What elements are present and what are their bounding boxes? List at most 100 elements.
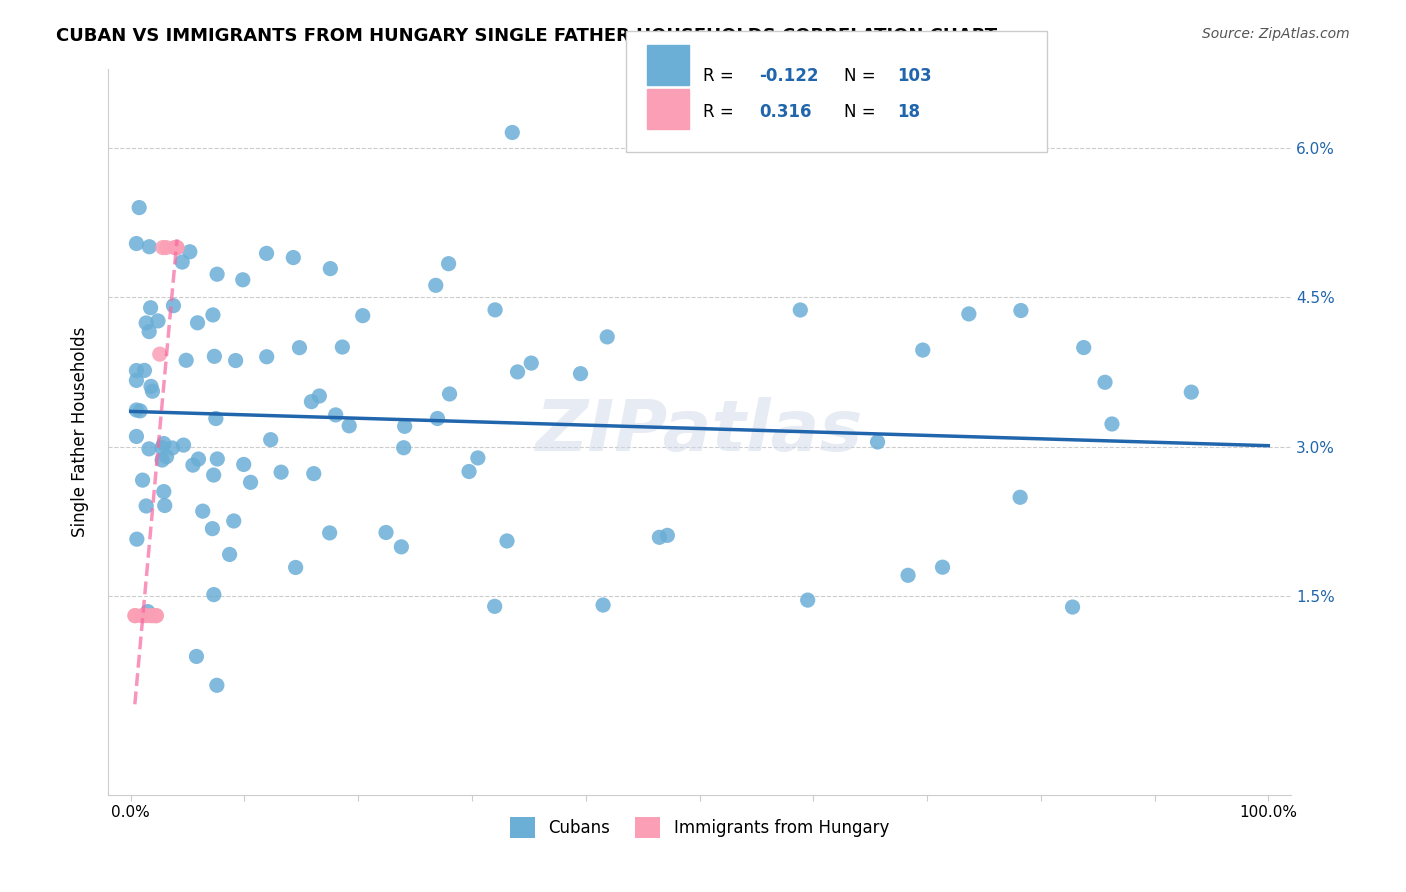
Cubans <box>218 548 240 562</box>
Text: -0.122: -0.122 <box>759 67 818 85</box>
Cubans <box>301 394 323 409</box>
Cubans <box>318 525 340 540</box>
Cubans <box>1010 303 1032 318</box>
Cubans <box>288 341 311 355</box>
Immigrants from Hungary <box>163 241 186 255</box>
Cubans <box>484 599 506 614</box>
Cubans <box>458 465 481 479</box>
Cubans <box>897 568 920 582</box>
Cubans <box>232 273 254 287</box>
Cubans <box>139 301 162 315</box>
Text: 103: 103 <box>897 67 932 85</box>
Cubans <box>484 302 506 317</box>
Cubans <box>337 418 360 433</box>
Cubans <box>150 453 173 467</box>
Cubans <box>1094 376 1116 390</box>
Cubans <box>128 201 150 215</box>
Cubans <box>931 560 953 574</box>
Immigrants from Hungary <box>124 608 146 623</box>
Immigrants from Hungary <box>142 608 165 623</box>
Cubans <box>125 363 148 377</box>
Cubans <box>256 350 278 364</box>
Cubans <box>202 588 225 602</box>
Text: ZIPatlas: ZIPatlas <box>536 397 863 467</box>
Cubans <box>911 343 934 357</box>
Cubans <box>125 532 148 546</box>
Cubans <box>153 484 176 499</box>
Cubans <box>284 560 307 574</box>
Cubans <box>225 353 247 368</box>
Cubans <box>239 475 262 490</box>
Text: CUBAN VS IMMIGRANTS FROM HUNGARY SINGLE FATHER HOUSEHOLDS CORRELATION CHART: CUBAN VS IMMIGRANTS FROM HUNGARY SINGLE … <box>56 27 997 45</box>
Cubans <box>205 267 228 281</box>
Text: R =: R = <box>703 103 740 120</box>
Cubans <box>135 499 157 513</box>
Cubans <box>125 429 148 443</box>
Text: Source: ZipAtlas.com: Source: ZipAtlas.com <box>1202 27 1350 41</box>
Immigrants from Hungary <box>155 241 177 255</box>
Cubans <box>592 598 614 612</box>
Cubans <box>162 299 184 313</box>
Cubans <box>136 605 159 619</box>
Cubans <box>131 473 153 487</box>
Cubans <box>146 314 169 328</box>
Immigrants from Hungary <box>166 241 188 255</box>
Cubans <box>596 330 619 344</box>
Cubans <box>260 433 283 447</box>
Cubans <box>648 530 671 544</box>
Cubans <box>957 307 980 321</box>
Cubans <box>256 246 278 260</box>
Cubans <box>439 387 461 401</box>
Cubans <box>138 442 160 456</box>
Text: N =: N = <box>844 67 880 85</box>
Cubans <box>173 438 195 452</box>
Immigrants from Hungary <box>166 241 188 255</box>
Cubans <box>394 419 416 434</box>
Cubans <box>1010 490 1032 504</box>
Cubans <box>796 593 818 607</box>
Cubans <box>352 309 374 323</box>
Cubans <box>187 316 209 330</box>
Cubans <box>496 533 519 548</box>
Text: 18: 18 <box>897 103 920 120</box>
Cubans <box>202 468 225 483</box>
Cubans <box>302 467 325 481</box>
Cubans <box>172 255 194 269</box>
Cubans <box>129 404 152 418</box>
Cubans <box>569 367 592 381</box>
Immigrants from Hungary <box>165 241 187 255</box>
Cubans <box>205 678 228 692</box>
Immigrants from Hungary <box>135 608 157 623</box>
Cubans <box>467 450 489 465</box>
Text: R =: R = <box>703 67 740 85</box>
Cubans <box>155 450 177 464</box>
Cubans <box>135 316 157 330</box>
Cubans <box>308 389 330 403</box>
Immigrants from Hungary <box>145 608 167 623</box>
Cubans <box>202 349 225 363</box>
Cubans <box>375 525 398 540</box>
Legend: Cubans, Immigrants from Hungary: Cubans, Immigrants from Hungary <box>503 811 896 845</box>
Cubans <box>201 522 224 536</box>
Cubans <box>179 244 201 259</box>
Cubans <box>319 261 342 276</box>
Immigrants from Hungary <box>145 608 167 623</box>
Immigrants from Hungary <box>124 608 146 623</box>
Cubans <box>141 384 163 399</box>
Cubans <box>232 458 254 472</box>
Cubans <box>657 528 679 542</box>
Cubans <box>207 452 229 467</box>
Immigrants from Hungary <box>165 241 187 255</box>
Immigrants from Hungary <box>131 608 153 623</box>
Cubans <box>222 514 245 528</box>
Cubans <box>270 465 292 479</box>
Immigrants from Hungary <box>166 241 188 255</box>
Cubans <box>134 363 156 377</box>
Cubans <box>426 411 449 425</box>
Cubans <box>125 236 148 251</box>
Immigrants from Hungary <box>132 608 155 623</box>
Cubans <box>1180 385 1202 400</box>
Cubans <box>139 379 162 393</box>
Cubans <box>392 441 415 455</box>
Cubans <box>1101 417 1123 431</box>
